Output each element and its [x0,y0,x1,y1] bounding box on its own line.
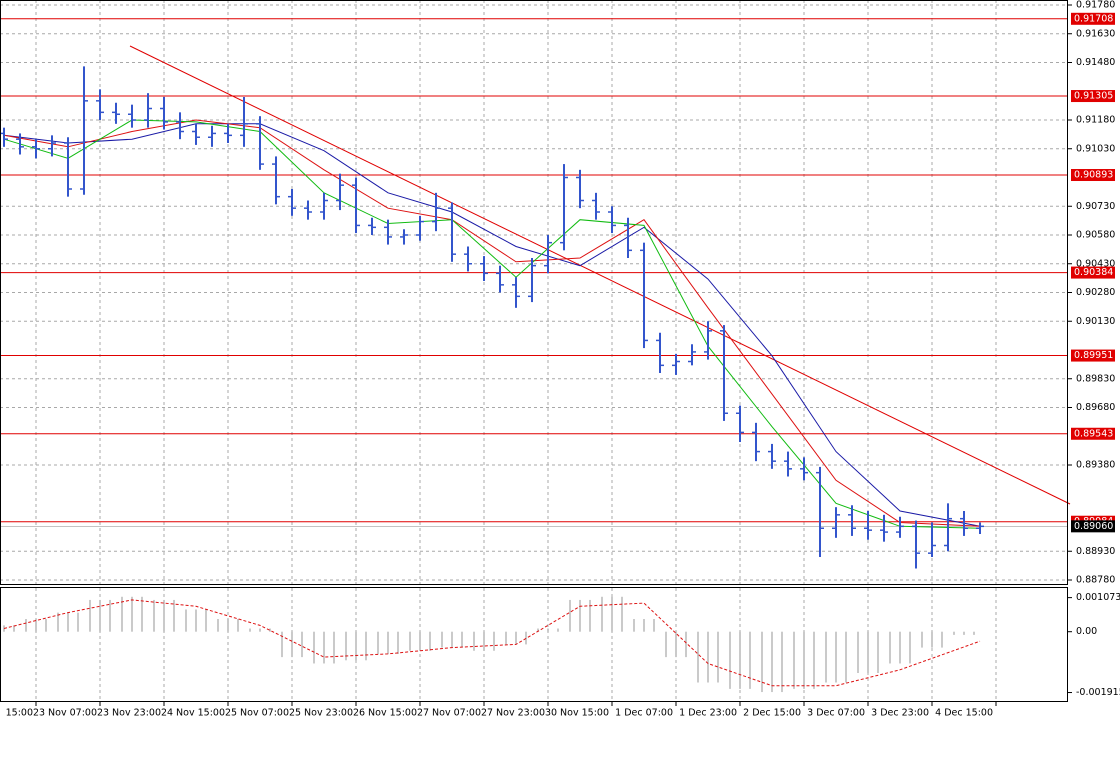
trend-line [129,45,1071,505]
x-tick-label: 24 Nov 15:00 [161,708,225,719]
level-label: 0.89543 [1074,428,1113,439]
moving-average [3,123,981,527]
y-tick-label: -0.001915 [1076,687,1120,698]
oscillator [3,596,981,693]
x-tick-label: 1 Dec 23:00 [679,708,737,719]
level-label-box [1071,12,1115,25]
price-bars [0,66,984,569]
y-tick-label: 0.90280 [1076,287,1115,298]
y-tick-label: 0.00 [1076,626,1097,637]
level-label: 0.89951 [1074,350,1113,361]
y-tick-label: 0.90580 [1076,230,1115,241]
y-tick-label: 0.89380 [1076,460,1115,471]
x-tick-label: 1 Dec 07:00 [615,708,673,719]
level-label: 0.90893 [1074,170,1113,181]
y-tick-label: 0.91180 [1076,115,1115,126]
level-label-box [1071,90,1115,103]
level-label: 0.90384 [1074,267,1113,278]
plot-frame [0,0,1068,585]
y-tick-label: 0.90730 [1076,201,1115,212]
y-tick-label: 0.88780 [1076,575,1115,586]
y-tick-label: 0.001073 [1076,592,1120,603]
x-tick-label: 15:00 [6,708,33,719]
y-tick-label: 0.89680 [1076,402,1115,413]
level-label: 0.91708 [1074,13,1113,24]
x-tick-label: 2 Dec 15:00 [743,708,801,719]
x-tick-label: 4 Dec 15:00 [935,708,993,719]
x-tick-label: 27 Nov 23:00 [481,708,545,719]
current-price-box [1071,520,1115,533]
y-tick-label: 0.90130 [1076,316,1115,327]
current-price-label: 0.89060 [1074,521,1113,532]
level-label-box [1071,427,1115,440]
y-tick-label: 0.91780 [1076,0,1115,11]
x-tick-label: 26 Nov 15:00 [353,708,417,719]
level-label-box [1071,266,1115,279]
x-tick-label: 23 Nov 23:00 [97,708,161,719]
x-tick-label: 3 Dec 07:00 [807,708,865,719]
y-tick-label: 0.91030 [1076,143,1115,154]
x-tick-label: 30 Nov 15:00 [545,708,609,719]
axes: 0.91780 0.91630 0.91480 0.91180 0.91030 0.907… [6,0,1120,719]
y-tick-label: 0.89830 [1076,373,1115,384]
signal-line [3,599,981,687]
level-label-box [1071,349,1115,362]
y-tick-label: 0.90430 [1076,258,1115,269]
level-label-box [1071,169,1115,182]
x-tick-label: 23 Nov 07:00 [33,708,97,719]
x-tick-label: 3 Dec 23:00 [871,708,929,719]
level-label: 0.91305 [1074,91,1113,102]
y-tick-label: 0.88930 [1076,546,1115,557]
x-tick-label: 27 Nov 07:00 [417,708,481,719]
oscillator-frame [0,587,1068,702]
levels [0,18,1068,527]
y-tick-label: 0.91480 [1076,57,1115,68]
x-tick-label: 25 Nov 07:00 [225,708,289,719]
x-tick-label: 25 Nov 23:00 [289,708,353,719]
y-tick-label: 0.91630 [1076,28,1115,39]
